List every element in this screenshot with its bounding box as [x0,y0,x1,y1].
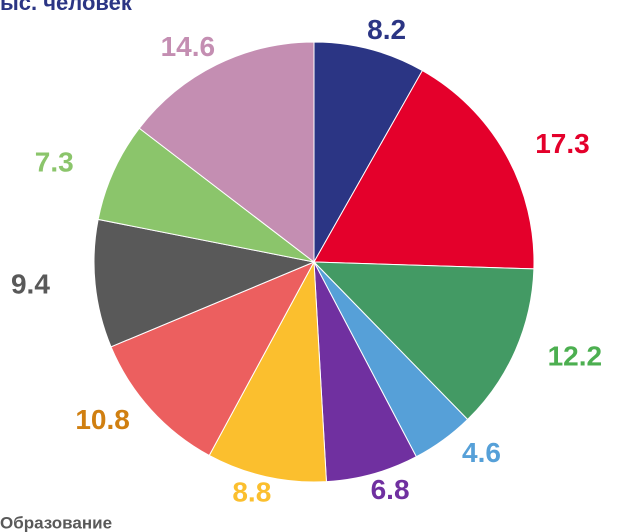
pie-slice [110,260,316,457]
data-label: 4.6 [462,437,501,468]
pie-slice [208,260,327,483]
data-label: 14.6 [161,31,216,62]
data-label: 7.3 [35,146,74,177]
data-label: 6.8 [371,474,410,505]
data-label: 8.8 [232,477,271,508]
data-label: 12.2 [548,340,603,371]
data-label: 17.3 [535,128,590,159]
pie-slice [312,261,535,421]
data-label: 10.8 [75,404,130,435]
pie-slice [313,69,535,270]
data-label: 9.4 [11,268,50,299]
pie-slice [313,41,424,264]
annotation: Образование [0,513,112,532]
data-label: 8.2 [367,14,406,45]
pie-slice [97,127,315,263]
pie-slice [138,41,315,264]
chart-title: ыс. человек [0,0,133,15]
